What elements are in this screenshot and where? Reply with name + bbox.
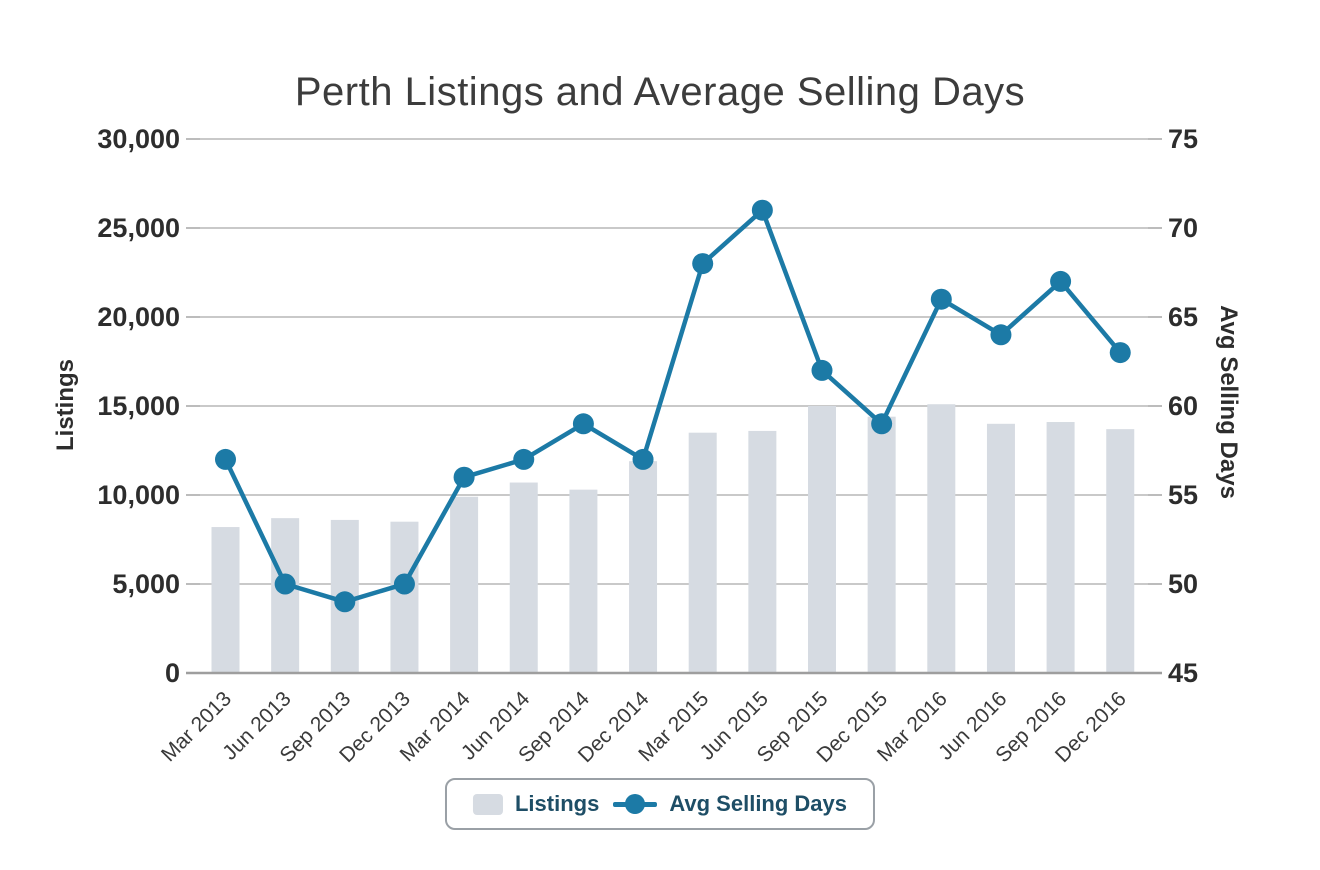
line-dot-swatch-icon [613, 793, 658, 815]
bar-Dec 2014 [629, 461, 658, 673]
data-point-Jun 2013 [274, 573, 296, 595]
bar-Sep 2016 [1046, 422, 1075, 673]
left-axis-tick-label: 5,000 [112, 569, 180, 599]
right-axis-tick-label: 55 [1168, 480, 1198, 510]
left-axis-tick-label: 25,000 [97, 213, 180, 243]
bar-Sep 2015 [808, 406, 836, 673]
data-point-Dec 2014 [632, 448, 654, 470]
data-point-Sep 2015 [811, 359, 833, 381]
bar-Dec 2016 [1106, 429, 1135, 673]
bar-Mar 2016 [927, 404, 956, 673]
left-axis-tick-label: 0 [165, 658, 180, 688]
legend-label-listings: Listings [514, 791, 600, 816]
avg-selling-days-line [223, 207, 1123, 605]
left-axis-tick-label: 10,000 [97, 480, 180, 510]
line-swatch-dot [625, 794, 646, 814]
data-point-Sep 2014 [572, 413, 594, 435]
data-point-Sep 2013 [334, 591, 356, 613]
legend-item-avg-selling-days: Avg Selling Days [613, 791, 847, 817]
right-axis-tick-label: 45 [1168, 658, 1198, 688]
bar-Jun 2016 [986, 423, 1015, 673]
bar-Mar 2015 [688, 432, 717, 673]
data-point-Mar 2015 [692, 253, 714, 275]
chart-canvas: 0 45 5,000 50 10,000 55 15,000 60 20,000 65 25,000… [97, 124, 1198, 767]
data-point-Mar 2014 [453, 466, 475, 488]
left-axis-tick-label: 30,000 [97, 124, 180, 154]
right-axis-tick-label: 65 [1168, 302, 1198, 332]
data-point-Jun 2015 [751, 199, 773, 221]
bar-Dec 2015 [867, 416, 896, 673]
right-axis-tick-label: 75 [1168, 124, 1198, 154]
data-point-Sep 2016 [1050, 270, 1072, 292]
bar-swatch-icon [472, 793, 503, 815]
bar-Sep 2014 [569, 489, 598, 673]
bar-Jun 2014 [509, 482, 538, 673]
data-point-Jun 2014 [513, 448, 535, 470]
data-point-Mar 2013 [215, 448, 236, 470]
bar-Dec 2013 [390, 521, 419, 673]
legend-label-avg-selling-days: Avg Selling Days [669, 791, 848, 816]
right-axis-tick-label: 60 [1168, 391, 1198, 421]
bar-Jun 2013 [271, 518, 300, 673]
data-point-Dec 2015 [871, 413, 893, 435]
left-axis-tick-label: 20,000 [97, 302, 180, 332]
data-point-Dec 2013 [393, 573, 415, 595]
data-point-Dec 2016 [1109, 342, 1131, 364]
bar-Jun 2015 [748, 430, 777, 673]
data-point-Jun 2016 [990, 324, 1012, 346]
chart-title: Perth Listings and Average Selling Days [294, 70, 1026, 114]
legend: Listings Avg Selling Days [444, 778, 876, 830]
right-axis-tick-label: 50 [1168, 569, 1198, 599]
data-point-Mar 2016 [930, 288, 952, 310]
bar-Mar 2013 [211, 527, 240, 673]
legend-item-listings: Listings [472, 791, 600, 817]
left-axis-tick-label: 15,000 [97, 391, 180, 421]
right-axis-tick-label: 70 [1168, 213, 1198, 243]
bar-Mar 2014 [450, 496, 479, 673]
